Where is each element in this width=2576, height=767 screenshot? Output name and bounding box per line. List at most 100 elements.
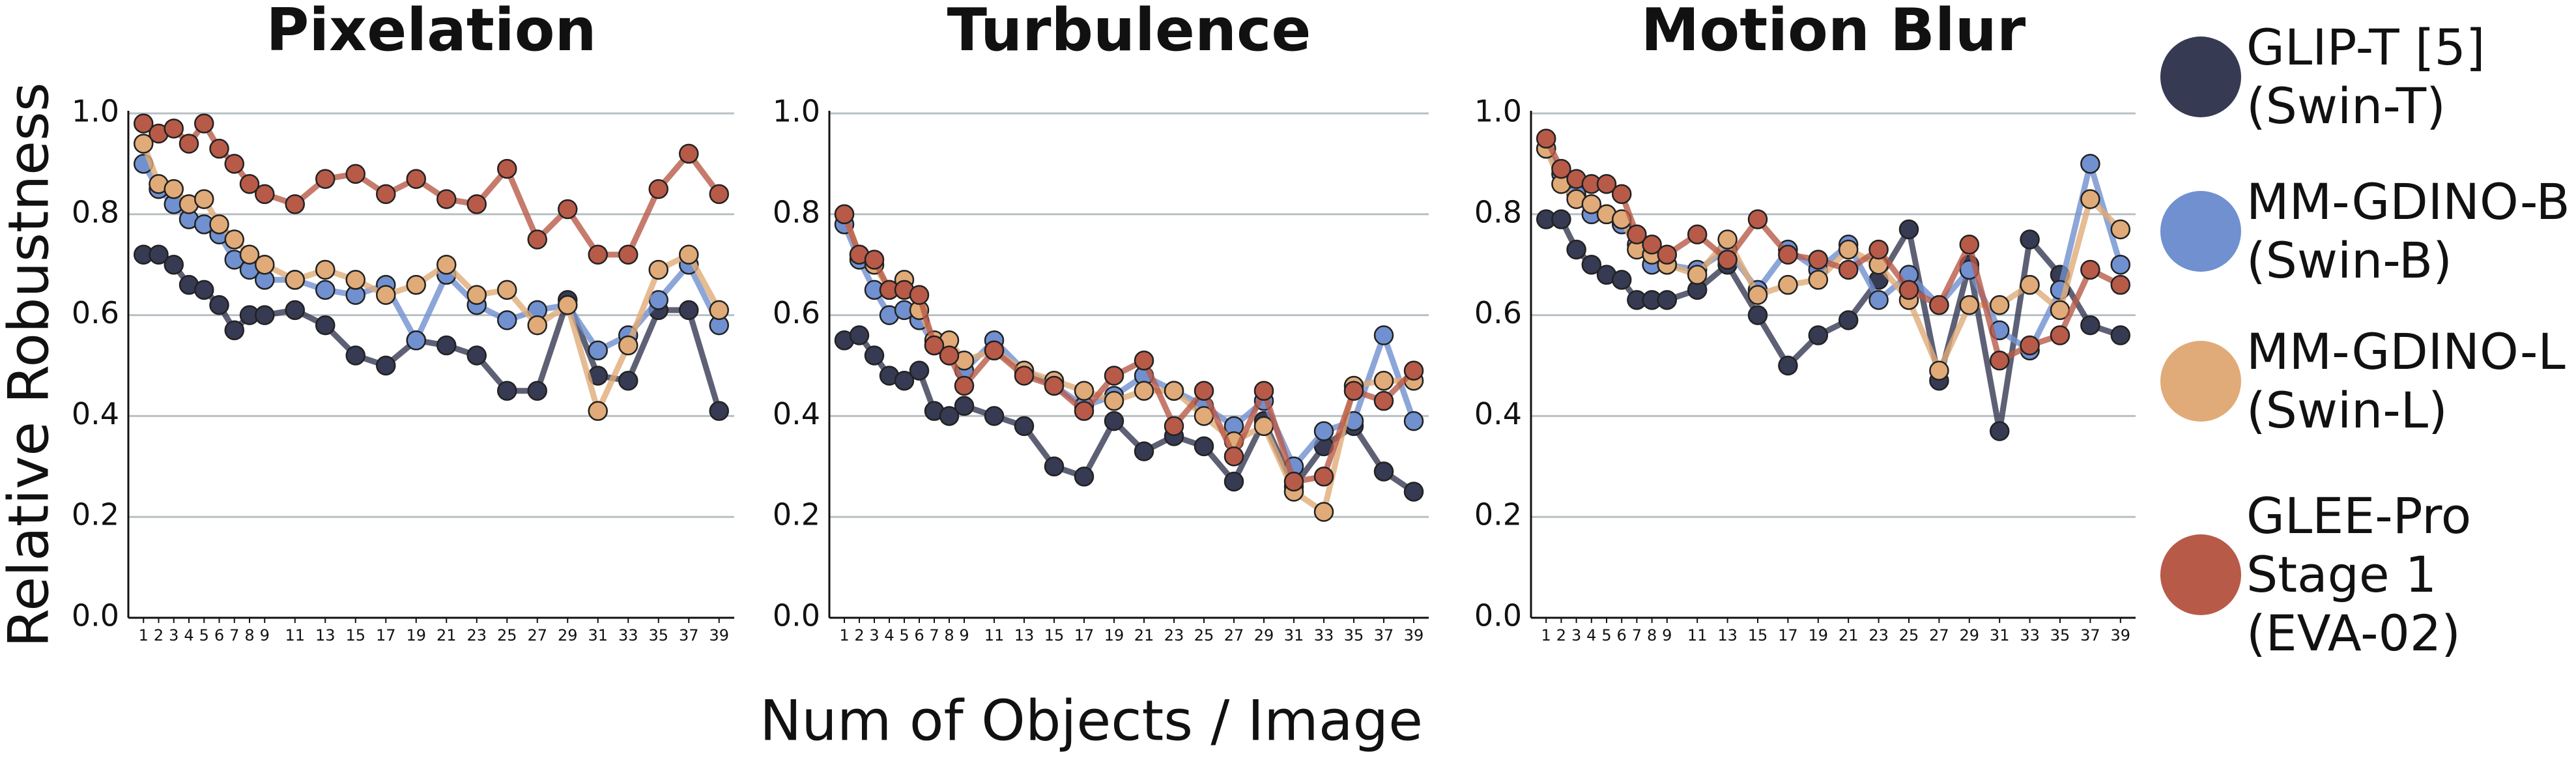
data-point <box>164 118 184 139</box>
x-tick-label: 35 <box>1344 626 1364 644</box>
data-point <box>497 280 517 300</box>
x-tick-label: 39 <box>709 626 729 644</box>
data-point <box>209 214 229 235</box>
y-tick-label: 0.0 <box>773 598 820 633</box>
x-tick-label: 9 <box>1662 626 1672 644</box>
data-point <box>406 330 426 351</box>
data-point <box>1657 290 1678 310</box>
x-tick-label: 25 <box>1194 626 1214 644</box>
data-point <box>2110 274 2131 295</box>
data-point <box>2110 219 2131 240</box>
data-point <box>194 280 214 300</box>
legend-marker <box>2160 36 2241 117</box>
data-point <box>984 406 1005 426</box>
x-tick-label: 3 <box>169 626 179 644</box>
data-point <box>194 189 214 209</box>
x-tick-label: 27 <box>1929 626 1949 644</box>
x-tick-label: 13 <box>1717 626 1738 644</box>
data-point <box>255 305 275 325</box>
x-tick-label: 31 <box>1284 626 1304 644</box>
data-point <box>1044 456 1065 477</box>
data-point <box>1868 290 1889 310</box>
data-point <box>1989 351 2010 371</box>
data-point <box>527 381 547 401</box>
x-tick-label: 25 <box>497 626 517 644</box>
x-tick-label: 19 <box>1104 626 1124 644</box>
x-axis-label: Num of Objects / Image <box>760 688 1423 753</box>
y-tick-label: 0.2 <box>1474 497 1522 532</box>
data-point <box>909 360 930 381</box>
data-point <box>255 254 275 275</box>
data-point <box>376 285 396 305</box>
data-point <box>1581 254 1602 275</box>
data-point <box>2020 335 2040 356</box>
data-point <box>1313 502 1334 522</box>
data-point <box>1014 416 1035 437</box>
data-point <box>834 204 855 225</box>
data-point <box>345 345 365 366</box>
data-point <box>909 285 930 305</box>
data-point <box>588 244 608 265</box>
x-tick-label: 11 <box>1687 626 1708 644</box>
y-tick-label: 0.0 <box>72 598 119 633</box>
x-tick-label: 9 <box>959 626 969 644</box>
data-point <box>1373 370 1394 391</box>
data-point <box>315 259 336 280</box>
x-tick-label: 4 <box>884 626 894 644</box>
data-point <box>1778 355 1798 376</box>
data-point <box>209 295 229 315</box>
x-tick-label: 2 <box>1556 626 1566 644</box>
y-tick-label: 1.0 <box>1474 94 1522 129</box>
x-tick-label: 27 <box>1224 626 1244 644</box>
data-point <box>466 194 487 214</box>
data-point <box>194 113 214 134</box>
x-tick-label: 29 <box>558 626 578 644</box>
x-tick-label: 39 <box>2111 626 2131 644</box>
chart-title: Pixelation <box>266 0 596 65</box>
data-point <box>939 345 960 366</box>
legend-marker <box>2160 341 2241 422</box>
data-point <box>315 315 336 336</box>
data-point <box>864 250 885 270</box>
data-point <box>1373 325 1394 345</box>
data-point <box>164 179 184 199</box>
x-tick-label: 9 <box>260 626 270 644</box>
data-point <box>285 194 305 214</box>
y-tick-label: 0.8 <box>1474 194 1522 229</box>
data-point <box>497 310 517 330</box>
data-point <box>849 325 870 345</box>
x-tick-label: 15 <box>1044 626 1065 644</box>
data-point <box>1044 375 1065 396</box>
data-point <box>1194 381 1214 401</box>
x-tick-label: 23 <box>1164 626 1184 644</box>
chart-title: Turbulence <box>947 0 1311 65</box>
x-tick-label: 13 <box>1014 626 1035 644</box>
data-point <box>376 184 396 205</box>
data-point <box>1074 381 1095 401</box>
data-point <box>315 169 336 189</box>
x-tick-label: 8 <box>944 626 954 644</box>
y-tick-label: 0.4 <box>773 396 820 431</box>
y-axis-label: Relative Robustness <box>0 82 61 647</box>
data-point <box>2110 254 2131 275</box>
data-point <box>1929 295 1949 315</box>
series <box>834 204 1424 492</box>
x-tick-label: 7 <box>229 626 239 644</box>
data-point <box>1283 471 1304 492</box>
x-tick-label: 6 <box>914 626 924 644</box>
x-tick-label: 6 <box>1617 626 1627 644</box>
data-point <box>709 184 729 205</box>
data-point <box>1373 390 1394 411</box>
x-tick-label: 8 <box>1647 626 1657 644</box>
data-point <box>1778 244 1798 265</box>
x-tick-label: 5 <box>199 626 209 644</box>
data-point <box>2050 325 2070 345</box>
x-tick-label: 19 <box>1809 626 1829 644</box>
x-tick-label: 2 <box>154 626 164 644</box>
x-tick-label: 21 <box>436 626 457 644</box>
data-point <box>1747 305 1768 325</box>
data-point <box>1838 310 1859 330</box>
data-point <box>466 345 487 366</box>
data-point <box>1164 381 1184 401</box>
x-tick-label: 15 <box>1748 626 1768 644</box>
